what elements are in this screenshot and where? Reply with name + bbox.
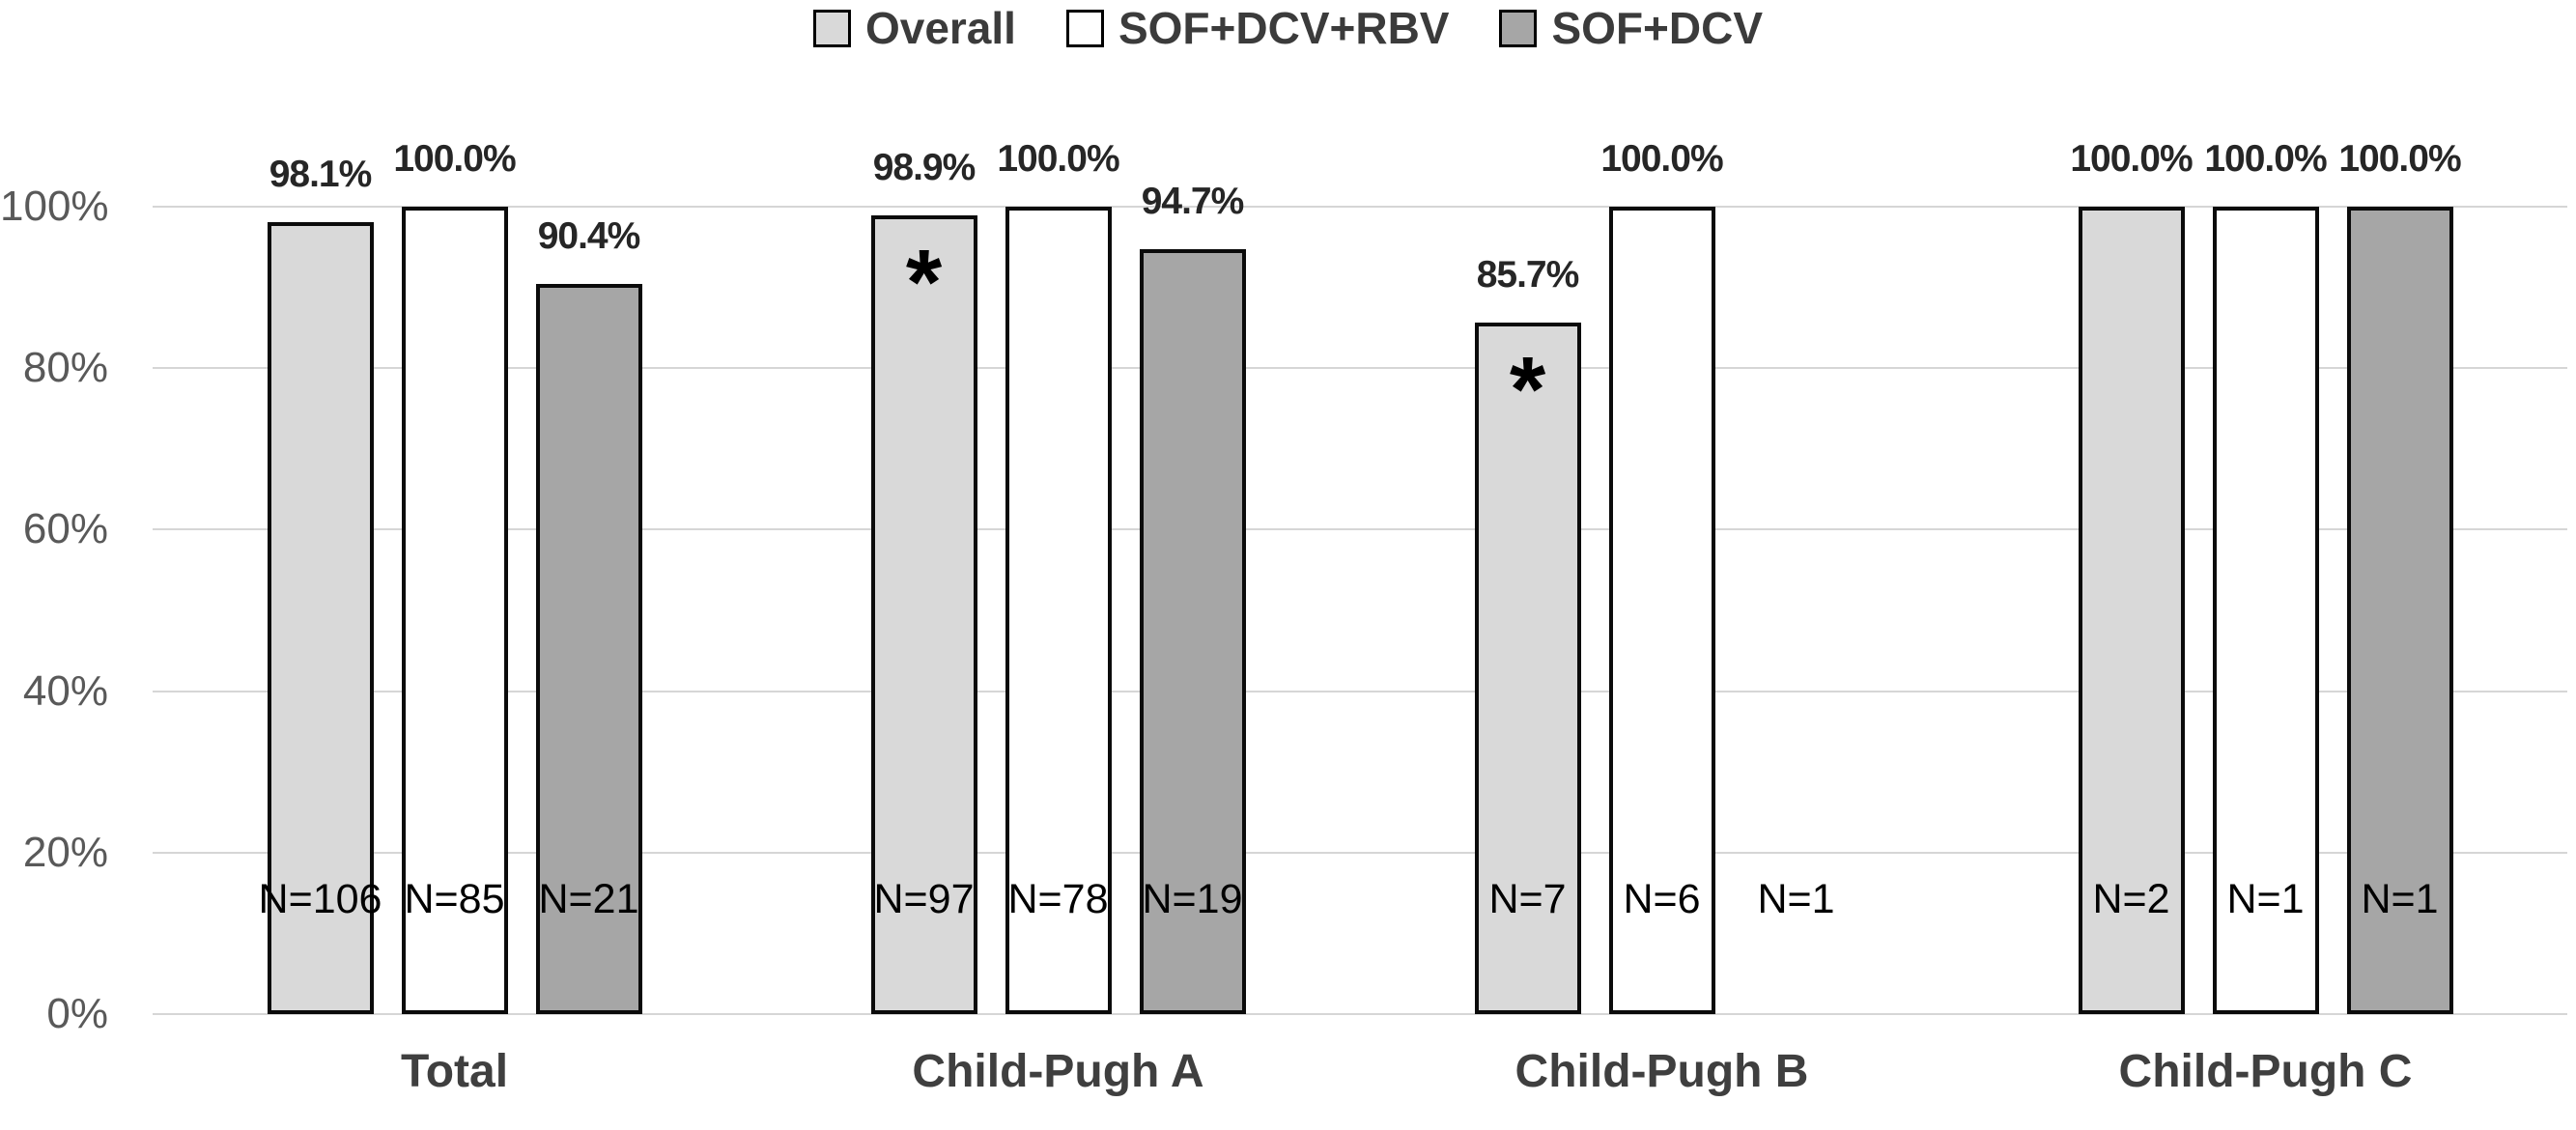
- significance-asterisk-child-pugh-b: *: [1509, 337, 1546, 441]
- bar-overall-total: [267, 221, 374, 1014]
- bar-sof-dcv-rbv-child-pugh-c: [2212, 207, 2319, 1014]
- gridline-20: [153, 851, 2567, 854]
- bar-sof-dcv-child-pugh-a: [1139, 249, 1246, 1014]
- gridline-80: [153, 367, 2567, 370]
- n-label-sof-dcv-rbv-child-pugh-b: N=6: [1623, 876, 1701, 922]
- y-tick-label-0: 0%: [46, 990, 108, 1037]
- value-label-sof-dcv-child-pugh-c: 100.0%: [2338, 138, 2461, 180]
- bar-cell-sof-dcv-child-pugh-a: 94.7% N=19: [1139, 181, 1246, 1014]
- legend-swatch-icon: [1499, 9, 1538, 47]
- value-label-sof-dcv-child-pugh-a: 94.7%: [1141, 181, 1245, 223]
- legend-swatch-icon: [1065, 9, 1104, 47]
- n-label-sof-dcv-rbv-child-pugh-a: N=78: [1007, 876, 1109, 922]
- bar-overall-child-pugh-b: [1474, 322, 1581, 1014]
- bar-sof-dcv-total: [535, 284, 642, 1014]
- legend-swatch-icon: [812, 9, 851, 47]
- value-label-sof-dcv-rbv-child-pugh-a: 100.0%: [997, 138, 1119, 180]
- bar-cell-sof-dcv-rbv-child-pugh-a: 100.0% N=78: [997, 138, 1120, 1014]
- chart-legend: Overall SOF+DCV+RBV SOF+DCV: [0, 6, 2576, 50]
- y-tick-label-40: 40%: [22, 666, 108, 715]
- value-label-sof-dcv-rbv-child-pugh-b: 100.0%: [1600, 138, 1723, 180]
- value-label-overall-child-pugh-a: 98.9%: [872, 147, 977, 189]
- legend-label: SOF+DCV+RBV: [1118, 3, 1450, 53]
- significance-asterisk-child-pugh-a: *: [905, 231, 943, 335]
- y-tick-label-80: 80%: [22, 344, 108, 392]
- bar-sof-dcv-rbv-child-pugh-a: [1005, 207, 1112, 1014]
- bar-cell-sof-dcv-rbv-child-pugh-c: 100.0% N=1: [2204, 138, 2328, 1014]
- y-tick-label-100: 100%: [0, 183, 109, 230]
- bar-sof-dcv-child-pugh-c: [2346, 207, 2453, 1014]
- bar-overall-child-pugh-c: [2078, 207, 2185, 1014]
- bar-cell-sof-dcv-child-pugh-b: N=1: [1743, 207, 1850, 1014]
- category-label-child-pugh-c: Child-Pugh C: [2118, 1046, 2413, 1097]
- value-label-overall-child-pugh-c: 100.0%: [2070, 138, 2193, 180]
- value-label-overall-total: 98.1%: [269, 153, 373, 195]
- value-label-sof-dcv-rbv-total: 100.0%: [393, 138, 516, 180]
- y-tick-label-20: 20%: [22, 828, 108, 876]
- bar-group-child-pugh-a: 98.9% * N=97 100.0% N=78 94.7% N=19: [870, 138, 1304, 1014]
- bar-cell-sof-dcv-total: 90.4% N=21: [535, 207, 642, 1014]
- bar-cell-overall-child-pugh-b: 85.7% * N=7: [1474, 207, 1581, 1014]
- legend-item-sof-dcv: SOF+DCV: [1499, 6, 1763, 50]
- n-label-sof-dcv-total: N=21: [538, 876, 639, 922]
- n-label-overall-child-pugh-c: N=2: [2092, 876, 2170, 922]
- n-label-overall-child-pugh-a: N=97: [873, 876, 975, 922]
- bar-group-total: 98.1% N=106 100.0% N=85 90.4% N=21: [259, 138, 700, 1014]
- value-label-overall-child-pugh-b: 85.7%: [1476, 253, 1580, 296]
- bar-cell-overall-child-pugh-a: 98.9% * N=97: [870, 147, 977, 1014]
- gridline-60: [153, 528, 2567, 531]
- category-label-total: Total: [400, 1046, 509, 1097]
- bar-cell-sof-dcv-child-pugh-c: 100.0% N=1: [2338, 138, 2462, 1014]
- bar-cell-sof-dcv-rbv-child-pugh-b: 100.0% N=6: [1600, 138, 1724, 1014]
- category-label-child-pugh-b: Child-Pugh B: [1514, 1046, 1809, 1097]
- legend-item-sof-dcv-rbv: SOF+DCV+RBV: [1065, 3, 1450, 53]
- y-tick-label-60: 60%: [22, 505, 108, 553]
- n-label-overall-child-pugh-b: N=7: [1488, 876, 1567, 922]
- bar-group-child-pugh-c: 100.0% N=2 100.0% N=1 100.0% N=1: [2070, 138, 2511, 1014]
- bar-overall-child-pugh-a: [870, 215, 977, 1014]
- bar-cell-sof-dcv-rbv-total: 100.0% N=85: [393, 138, 517, 1014]
- plot-area: 98.1% N=106 100.0% N=85 90.4% N=21 98.9% * N=97 1…: [153, 138, 2567, 1015]
- bar-sof-dcv-rbv-child-pugh-b: [1608, 207, 1715, 1014]
- n-label-sof-dcv-child-pugh-c: N=1: [2361, 876, 2439, 922]
- n-label-sof-dcv-child-pugh-a: N=19: [1142, 876, 1243, 922]
- bar-sof-dcv-rbv-total: [401, 207, 508, 1014]
- bar-group-child-pugh-b: 85.7% * N=7 100.0% N=6 N=1: [1474, 138, 1908, 1014]
- legend-label: Overall: [864, 3, 1016, 53]
- category-label-child-pugh-a: Child-Pugh A: [912, 1046, 1204, 1097]
- n-label-sof-dcv-rbv-total: N=85: [404, 876, 505, 922]
- gridline-100: [153, 206, 2567, 208]
- n-label-sof-dcv-child-pugh-b: N=1: [1757, 876, 1835, 922]
- gridline-0: [153, 1013, 2567, 1015]
- legend-label: SOF+DCV: [1551, 3, 1764, 53]
- bar-cell-overall-total: 98.1% N=106: [259, 154, 382, 1014]
- n-label-sof-dcv-rbv-child-pugh-c: N=1: [2226, 876, 2305, 922]
- value-label-sof-dcv-rbv-child-pugh-c: 100.0%: [2204, 138, 2327, 180]
- n-label-overall-total: N=106: [258, 876, 382, 922]
- gridline-40: [153, 690, 2567, 692]
- legend-item-overall: Overall: [812, 3, 1016, 53]
- bar-cell-overall-child-pugh-c: 100.0% N=2: [2070, 138, 2194, 1014]
- value-label-sof-dcv-total: 90.4%: [537, 215, 641, 258]
